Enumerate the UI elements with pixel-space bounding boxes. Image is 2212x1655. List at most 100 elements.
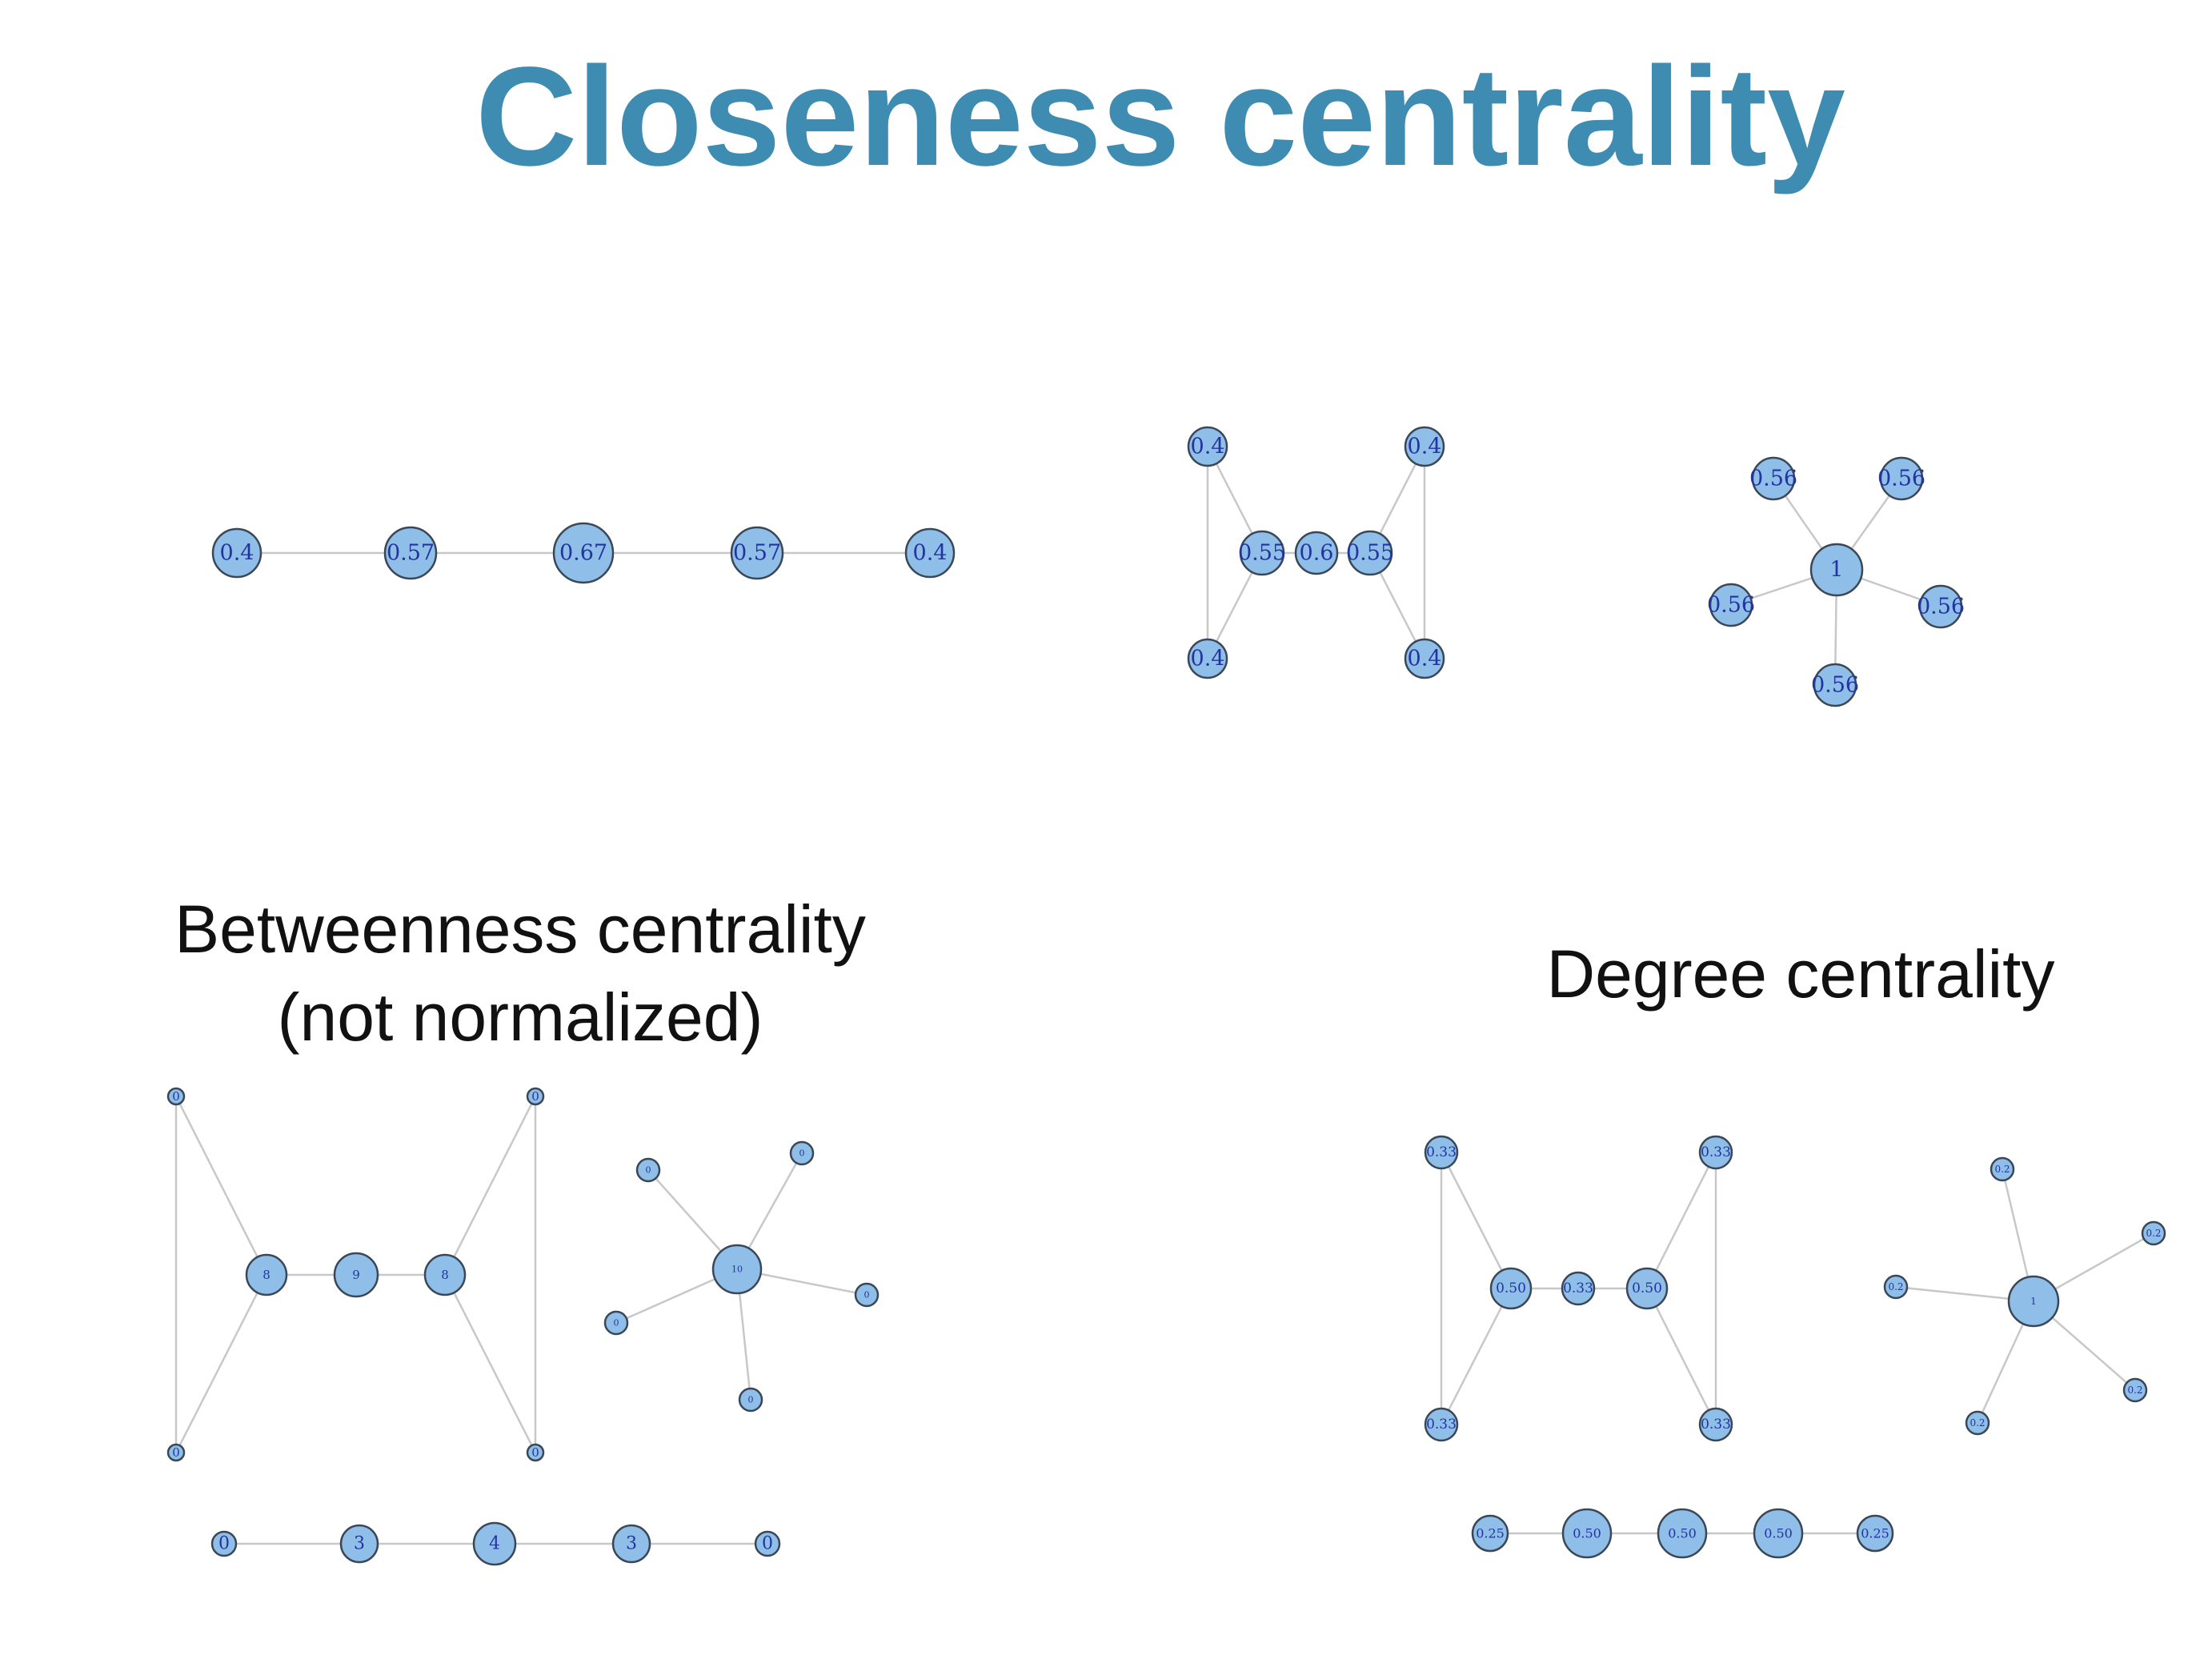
node-value-label: 0.57 (387, 541, 435, 566)
graph-node (333, 1252, 379, 1298)
graph-node (1657, 1508, 1708, 1559)
graph-node (1561, 1508, 1613, 1559)
graph-node (526, 1087, 545, 1106)
node-value-label: 0.2 (2146, 1228, 2161, 1239)
node-value-label: 0.4 (1191, 647, 1225, 671)
graph-node (738, 1387, 763, 1413)
node-value-label: 0 (218, 1534, 230, 1554)
page-title: Closeness centrality (475, 38, 1845, 195)
graph-node (1856, 1514, 1894, 1553)
graph-node (1709, 583, 1753, 627)
graph-node (1883, 1274, 1909, 1300)
graph-node (210, 1530, 238, 1557)
node-value-label: 0 (799, 1148, 805, 1159)
node-value-label: 0.33 (1426, 1417, 1457, 1433)
node-value-label: 0.2 (1888, 1281, 1903, 1292)
graph-edge (1440, 1152, 1513, 1289)
closeness-path-graph: 0.4 0.57 0.67 0.57 0.4 (211, 522, 956, 584)
node-value-label: 0 (646, 1165, 651, 1176)
graph-node (1404, 638, 1445, 679)
graph-node (789, 1140, 815, 1166)
node-value-label: 9 (352, 1268, 360, 1282)
node-value-label: 3 (626, 1534, 637, 1554)
node-value-label: 1 (2030, 1296, 2037, 1307)
node-value-label: 8 (441, 1268, 449, 1282)
graph-node (1751, 456, 1796, 501)
node-value-label: 0.56 (1749, 467, 1797, 491)
node-value-label: 0 (172, 1445, 180, 1460)
graph-node (854, 1282, 880, 1308)
graph-node (1471, 1514, 1509, 1553)
node-value-label: 0 (748, 1395, 754, 1405)
graph-node (166, 1087, 186, 1106)
graph-edge (174, 1096, 268, 1276)
node-value-label: 0.2 (1970, 1417, 1985, 1429)
graph-node (526, 1443, 545, 1462)
graph-node (1965, 1410, 1990, 1436)
graph-node (1424, 1407, 1459, 1442)
graph-node (245, 1253, 288, 1296)
graph-node (1561, 1271, 1596, 1306)
graph-node (1990, 1156, 2015, 1182)
node-value-label: 0 (531, 1445, 539, 1460)
node-value-label: 0 (172, 1089, 180, 1104)
node-value-label: 0.2 (1994, 1164, 2010, 1175)
graph-node (211, 527, 262, 579)
node-value-label: 0.50 (1573, 1526, 1601, 1541)
betweenness-label-line2: (not normalized) (277, 980, 763, 1055)
node-value-label: 0.50 (1764, 1526, 1793, 1541)
graph-node (603, 1310, 629, 1336)
node-value-label: 0.4 (1408, 647, 1442, 671)
graph-node (1879, 456, 1924, 501)
node-value-label: 0 (762, 1534, 773, 1554)
node-value-label: 0.56 (1917, 595, 1965, 619)
graph-node (1404, 426, 1445, 467)
graph-node (1424, 1135, 1459, 1170)
graph-node (472, 1521, 517, 1566)
betweenness-path-graph: 0 3 4 3 0 (210, 1521, 781, 1566)
node-value-label: 0.56 (1877, 467, 1925, 491)
node-value-label: 0.55 (1346, 541, 1394, 566)
graph-node (1698, 1407, 1733, 1442)
graph-node (1813, 663, 1857, 707)
graph-edge (1645, 1288, 1717, 1425)
betweenness-star-graph: 10 0 0 0 0 0 (603, 1140, 880, 1413)
graph-node (2141, 1220, 2166, 1246)
graph-edge (443, 1096, 537, 1276)
node-value-label: 0.57 (733, 541, 781, 566)
node-value-label: 0.33 (1701, 1144, 1731, 1160)
betweenness-section-label: Betweenness centrality (not normalized) (96, 885, 944, 1061)
node-value-label: 0.4 (1408, 435, 1442, 459)
degree-section-label: Degree centrality (1546, 936, 2055, 1012)
node-value-label: 1 (1829, 558, 1843, 583)
graph-edge (174, 1274, 268, 1453)
graph-node (1753, 1508, 1804, 1559)
node-value-label: 0 (531, 1089, 539, 1104)
graph-node (1489, 1267, 1533, 1310)
graph-node (711, 1244, 763, 1295)
node-value-label: 0.4 (220, 541, 254, 566)
node-value-label: 0.4 (913, 541, 948, 566)
graph-node (1294, 531, 1339, 575)
node-value-label: 0.25 (1476, 1526, 1505, 1541)
node-value-label: 0.56 (1707, 593, 1755, 618)
node-value-label: 3 (354, 1534, 365, 1554)
node-value-label: 0.50 (1668, 1526, 1697, 1541)
graph-node (2122, 1377, 2148, 1403)
closeness-bowtie-graph: 0.4 0.4 0.55 0.6 0.55 0.4 0.4 (1187, 426, 1445, 679)
node-value-label: 4 (489, 1534, 500, 1554)
graph-node (1347, 530, 1393, 576)
graph-node (611, 1524, 651, 1564)
degree-star-graph: 1 0.2 0.2 0.2 0.2 0.2 (1883, 1156, 2166, 1436)
graph-node (1809, 543, 1864, 597)
graph-node (1918, 584, 1963, 629)
node-value-label: 0.6 (1300, 541, 1334, 566)
graph-edge (443, 1274, 537, 1453)
node-value-label: 0.4 (1191, 435, 1225, 459)
graph-node (552, 522, 615, 584)
betweenness-bowtie-graph: 0 0 8 9 8 0 0 (166, 1087, 545, 1462)
graph-node (904, 527, 956, 579)
node-value-label: 0 (864, 1290, 870, 1300)
graph-node (2007, 1275, 2060, 1328)
node-value-label: 0.56 (1811, 673, 1859, 698)
